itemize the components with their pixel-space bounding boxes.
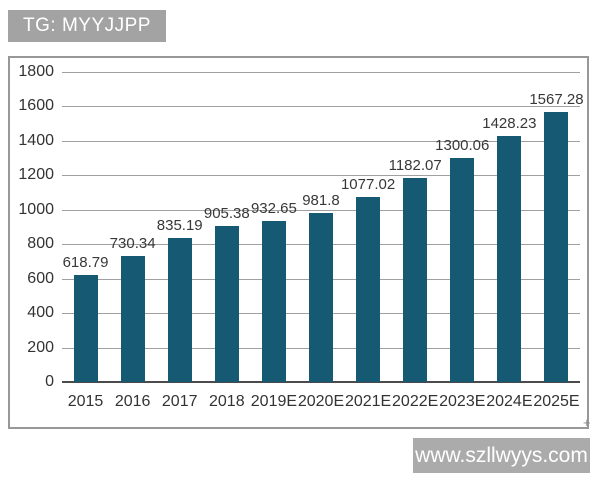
bar [403,178,428,382]
gridline [62,106,580,108]
bar-value-label: 618.79 [62,254,109,272]
y-tick-label: 200 [27,338,54,356]
bar [356,196,381,382]
gridline [62,140,580,142]
gridline [62,72,580,73]
x-tick-label: 2021E [344,393,392,410]
bar [497,136,522,382]
bar [544,112,569,382]
y-tick-label: 1000 [18,200,54,218]
x-tick-label: 2019E [250,393,298,410]
x-tick-label: 2017 [161,393,198,410]
x-tick-label: 2015 [67,393,104,410]
bar-value-label: 1428.23 [482,115,537,133]
x-tick-label: 2023E [439,393,486,410]
x-tick-label: 2018 [209,393,245,410]
y-tick-label: 0 [45,373,54,390]
y-tick-label: 600 [27,269,54,287]
y-tick-label: 400 [27,304,54,322]
gridline [62,175,580,177]
bar [167,238,192,382]
bar [120,256,145,382]
y-tick-label: 1600 [18,97,54,115]
bar-value-label: 835.19 [156,217,203,235]
x-tick-label: 2016 [114,393,151,410]
x-tick-label: 2022E [392,393,439,410]
bar-value-label: 981.8 [302,191,340,209]
bar-value-label: 1077.02 [340,175,396,193]
cursor-artifact-icon: + [583,415,591,430]
y-tick-label: 800 [27,235,54,253]
x-tick-label: 2025E [533,393,580,410]
bar-chart: 0 200 400 600 800 1000 1200 1400 1600 1800 618.79 2… [10,58,587,427]
bar-value-label: 1567.28 [529,91,584,109]
tag-label: TG: MYYJJPP [8,10,166,42]
bar-value-label: 905.38 [203,205,250,223]
y-tick-label: 1200 [18,166,54,184]
x-tick-label: 2024E [486,393,533,410]
bar [450,158,475,382]
gridline [62,209,580,211]
watermark: www.szllwyys.com [413,438,590,473]
bar [261,221,286,382]
bar [214,226,239,382]
bar-value-label: 932.65 [250,200,297,218]
bar-value-label: 1182.07 [388,157,442,175]
x-tick-label: 2020E [297,393,345,410]
y-tick-label: 1400 [18,131,54,149]
bar-value-label: 730.34 [109,235,156,253]
bar [309,212,333,382]
x-axis-line [62,381,580,383]
y-tick-label: 1800 [18,63,54,80]
bar-value-label: 1300.06 [435,137,490,155]
chart-frame: 0 200 400 600 800 1000 1200 1400 1600 1800 618.79 2… [8,56,589,429]
bar [73,275,98,382]
